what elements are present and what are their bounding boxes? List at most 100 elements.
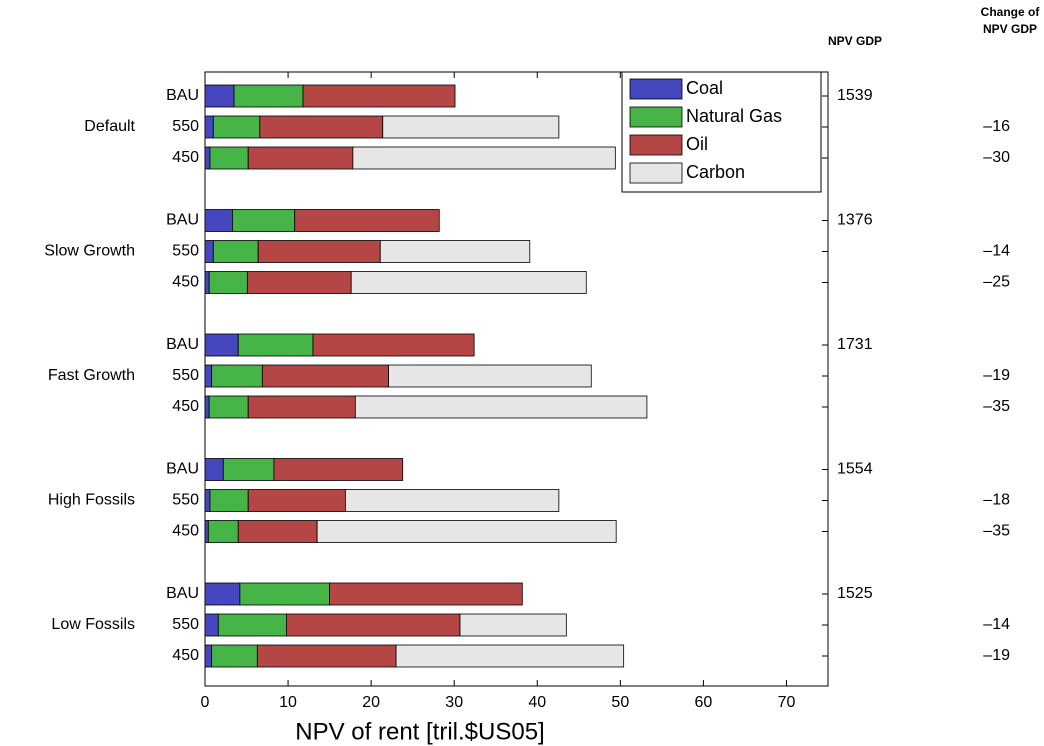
bar-segment bbox=[217, 613, 287, 637]
npv-gdp-value: 1539 bbox=[837, 87, 873, 104]
change-value: –35 bbox=[983, 523, 1010, 540]
bar-segment bbox=[211, 364, 263, 388]
bar-segment bbox=[204, 644, 213, 668]
y-tick-label: 450 bbox=[172, 523, 199, 540]
y-tick-label: 550 bbox=[172, 492, 199, 509]
bar-segment bbox=[382, 115, 560, 139]
bar-segment bbox=[209, 146, 249, 170]
bar-segment bbox=[294, 209, 440, 232]
legend-label: Natural Gas bbox=[686, 106, 782, 126]
change-value: –18 bbox=[983, 492, 1010, 509]
bar-segment bbox=[204, 209, 233, 232]
npv-gdp-value: 1731 bbox=[837, 336, 873, 353]
bar-segment bbox=[204, 489, 211, 512]
y-tick-label: BAU bbox=[166, 87, 199, 104]
x-axis-label: NPV of rent [tril.$US05] bbox=[295, 718, 544, 745]
y-tick-label: BAU bbox=[166, 585, 199, 602]
legend-label: Coal bbox=[686, 78, 723, 98]
y-tick-label: 450 bbox=[172, 647, 199, 664]
group-label: Fast Growth bbox=[48, 367, 135, 384]
bar-segment bbox=[204, 115, 214, 139]
legend-label: Carbon bbox=[686, 162, 745, 182]
change-value: –19 bbox=[983, 367, 1010, 384]
group-label: High Fossils bbox=[48, 492, 135, 509]
x-tick-label: 50 bbox=[611, 694, 629, 711]
x-tick-label: 30 bbox=[445, 694, 463, 711]
y-tick-label: 550 bbox=[172, 243, 199, 260]
bar-segment bbox=[204, 146, 211, 170]
change-value: –35 bbox=[983, 398, 1010, 415]
y-tick-label: 450 bbox=[172, 398, 199, 415]
bar-segment bbox=[329, 582, 523, 606]
bar-segment bbox=[261, 364, 389, 388]
group-label: Low Fossils bbox=[51, 616, 135, 633]
x-tick-label: 70 bbox=[778, 694, 796, 711]
x-tick-label: 40 bbox=[528, 694, 546, 711]
bar-segment bbox=[286, 613, 461, 637]
change-value: –25 bbox=[983, 274, 1010, 291]
change-value: –16 bbox=[983, 118, 1010, 135]
bar-segment bbox=[204, 364, 213, 388]
y-tick-label: 550 bbox=[172, 367, 199, 384]
y-tick-label: 450 bbox=[172, 149, 199, 166]
y-tick-label: 450 bbox=[172, 274, 199, 291]
npv-gdp-value: 1554 bbox=[837, 461, 873, 478]
bar-segment bbox=[350, 271, 587, 294]
bar-segment bbox=[204, 240, 214, 263]
bar-segment bbox=[247, 489, 346, 512]
npv-gdp-value: 1376 bbox=[837, 212, 873, 229]
bar-segment bbox=[204, 333, 239, 357]
npv-gdp-value: 1525 bbox=[837, 585, 873, 602]
bar-segment bbox=[212, 240, 259, 263]
bar-segment bbox=[237, 333, 314, 357]
bar-segment bbox=[395, 644, 625, 668]
legend-swatch bbox=[629, 106, 683, 128]
bar-segment bbox=[204, 395, 210, 419]
bar-segment bbox=[354, 395, 648, 419]
change-value: –30 bbox=[983, 149, 1010, 166]
y-tick-label: BAU bbox=[166, 212, 199, 229]
bar-segment bbox=[388, 364, 592, 388]
bar-segment bbox=[208, 395, 249, 419]
bar-segment bbox=[239, 582, 330, 606]
y-tick-label: BAU bbox=[166, 461, 199, 478]
bar-segment bbox=[222, 458, 275, 481]
change-value: –14 bbox=[983, 616, 1010, 633]
change-value: –19 bbox=[983, 647, 1010, 664]
bar-segment bbox=[256, 644, 397, 668]
change-header: Change of bbox=[981, 5, 1041, 19]
change-value: –14 bbox=[983, 243, 1010, 260]
bar-segment bbox=[379, 240, 531, 263]
bar-segment bbox=[312, 333, 475, 357]
bar-segment bbox=[257, 240, 381, 263]
bar-segment bbox=[247, 395, 356, 419]
group-label: Slow Growth bbox=[44, 243, 135, 260]
x-tick-label: 60 bbox=[695, 694, 713, 711]
bar-segment bbox=[459, 613, 567, 637]
bar-segment bbox=[302, 84, 456, 108]
bar-segment bbox=[208, 271, 248, 294]
bar-segment bbox=[237, 520, 318, 543]
bar-segment bbox=[207, 520, 239, 543]
npv-gdp-header: NPV GDP bbox=[828, 34, 882, 48]
bar-segment bbox=[246, 271, 352, 294]
bar-segment bbox=[247, 146, 354, 170]
bar-segment bbox=[204, 520, 209, 543]
legend-label: Oil bbox=[686, 134, 708, 154]
legend-swatch bbox=[629, 162, 683, 184]
bar-segment bbox=[211, 644, 258, 668]
bar-segment bbox=[204, 582, 241, 606]
x-tick-label: 10 bbox=[279, 694, 297, 711]
bar-segment bbox=[273, 458, 404, 481]
bar-segment bbox=[204, 458, 224, 481]
bar-segment bbox=[212, 115, 261, 139]
bar-segment bbox=[233, 84, 304, 108]
bar-segment bbox=[204, 84, 235, 108]
bar-segment bbox=[232, 209, 296, 232]
bar-segment bbox=[204, 271, 210, 294]
bar-segment bbox=[316, 520, 617, 543]
bar-segment bbox=[352, 146, 616, 170]
x-tick-label: 20 bbox=[362, 694, 380, 711]
legend-swatch bbox=[629, 134, 683, 156]
